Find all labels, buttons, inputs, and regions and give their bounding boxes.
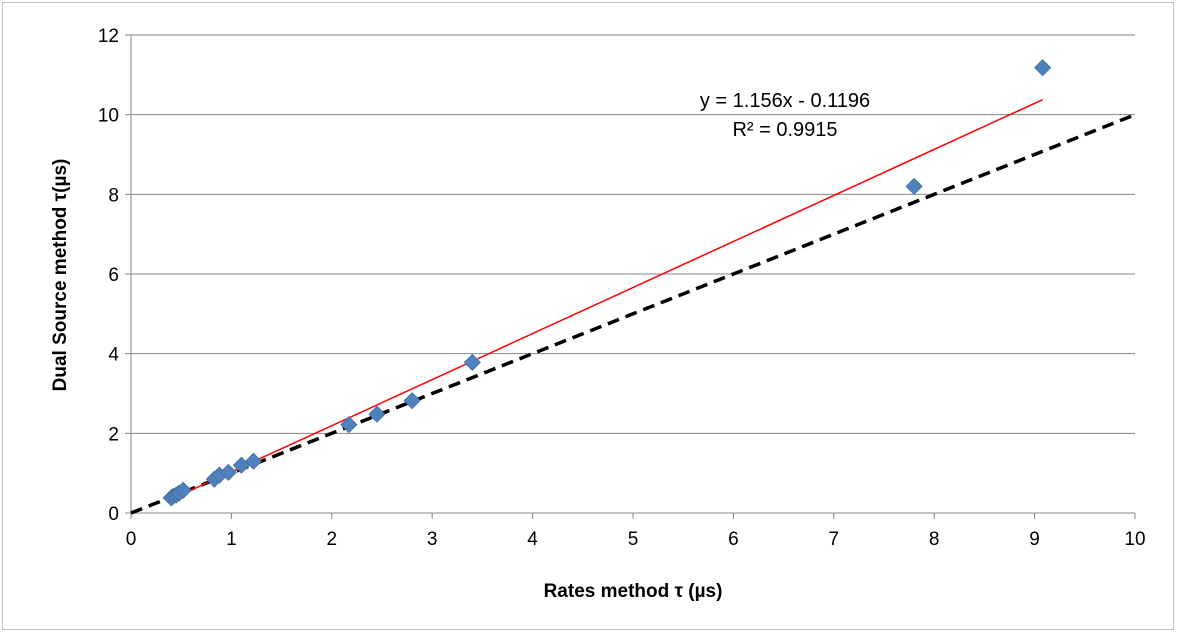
data-point-4 — [174, 481, 192, 499]
axes — [125, 34, 1136, 519]
x-tick-label-4: 4 — [527, 529, 538, 550]
trendline-r2: R² = 0.9915 — [732, 119, 837, 141]
x-tick-label-2: 2 — [327, 529, 338, 550]
x-tick-label-10: 10 — [1124, 529, 1145, 550]
x-tick-label-7: 7 — [829, 529, 840, 550]
data-point-7 — [219, 463, 237, 481]
y-tick-label-10: 10 — [98, 106, 119, 127]
data-point-11 — [368, 405, 386, 423]
y-tick-label-8: 8 — [108, 185, 119, 206]
x-tick-label-9: 9 — [1029, 529, 1040, 550]
y-tick-label-6: 6 — [108, 265, 119, 286]
reference-line-y-equals-x — [130, 113, 1136, 515]
data-point-12 — [403, 392, 421, 410]
linear-trendline — [170, 98, 1043, 501]
data-point-10 — [340, 416, 358, 434]
x-axis-title: Rates method τ (µs) — [544, 581, 723, 602]
x-tick-label-5: 5 — [628, 529, 639, 550]
y-tick-label-4: 4 — [108, 345, 119, 366]
trendline-equation: y = 1.156x - 0.1196 — [700, 90, 870, 112]
data-point-9 — [244, 452, 263, 470]
fit-lines — [130, 98, 1136, 515]
y-tick-label-0: 0 — [108, 504, 119, 525]
data-point-14 — [905, 177, 923, 195]
data-point-15 — [1034, 59, 1052, 77]
y-tick-label-2: 2 — [108, 424, 119, 445]
x-tick-label-0: 0 — [126, 529, 137, 550]
y-axis-title: Dual Source method τ(µs) — [50, 159, 71, 392]
x-tick-label-6: 6 — [728, 529, 739, 550]
x-tick-label-3: 3 — [427, 529, 438, 550]
y-tick-label-12: 12 — [98, 26, 119, 47]
gridlines — [131, 34, 1135, 434]
x-tick-label-1: 1 — [226, 529, 237, 550]
x-tick-label-8: 8 — [929, 529, 940, 550]
data-point-13 — [463, 353, 481, 371]
data-points — [162, 59, 1052, 507]
